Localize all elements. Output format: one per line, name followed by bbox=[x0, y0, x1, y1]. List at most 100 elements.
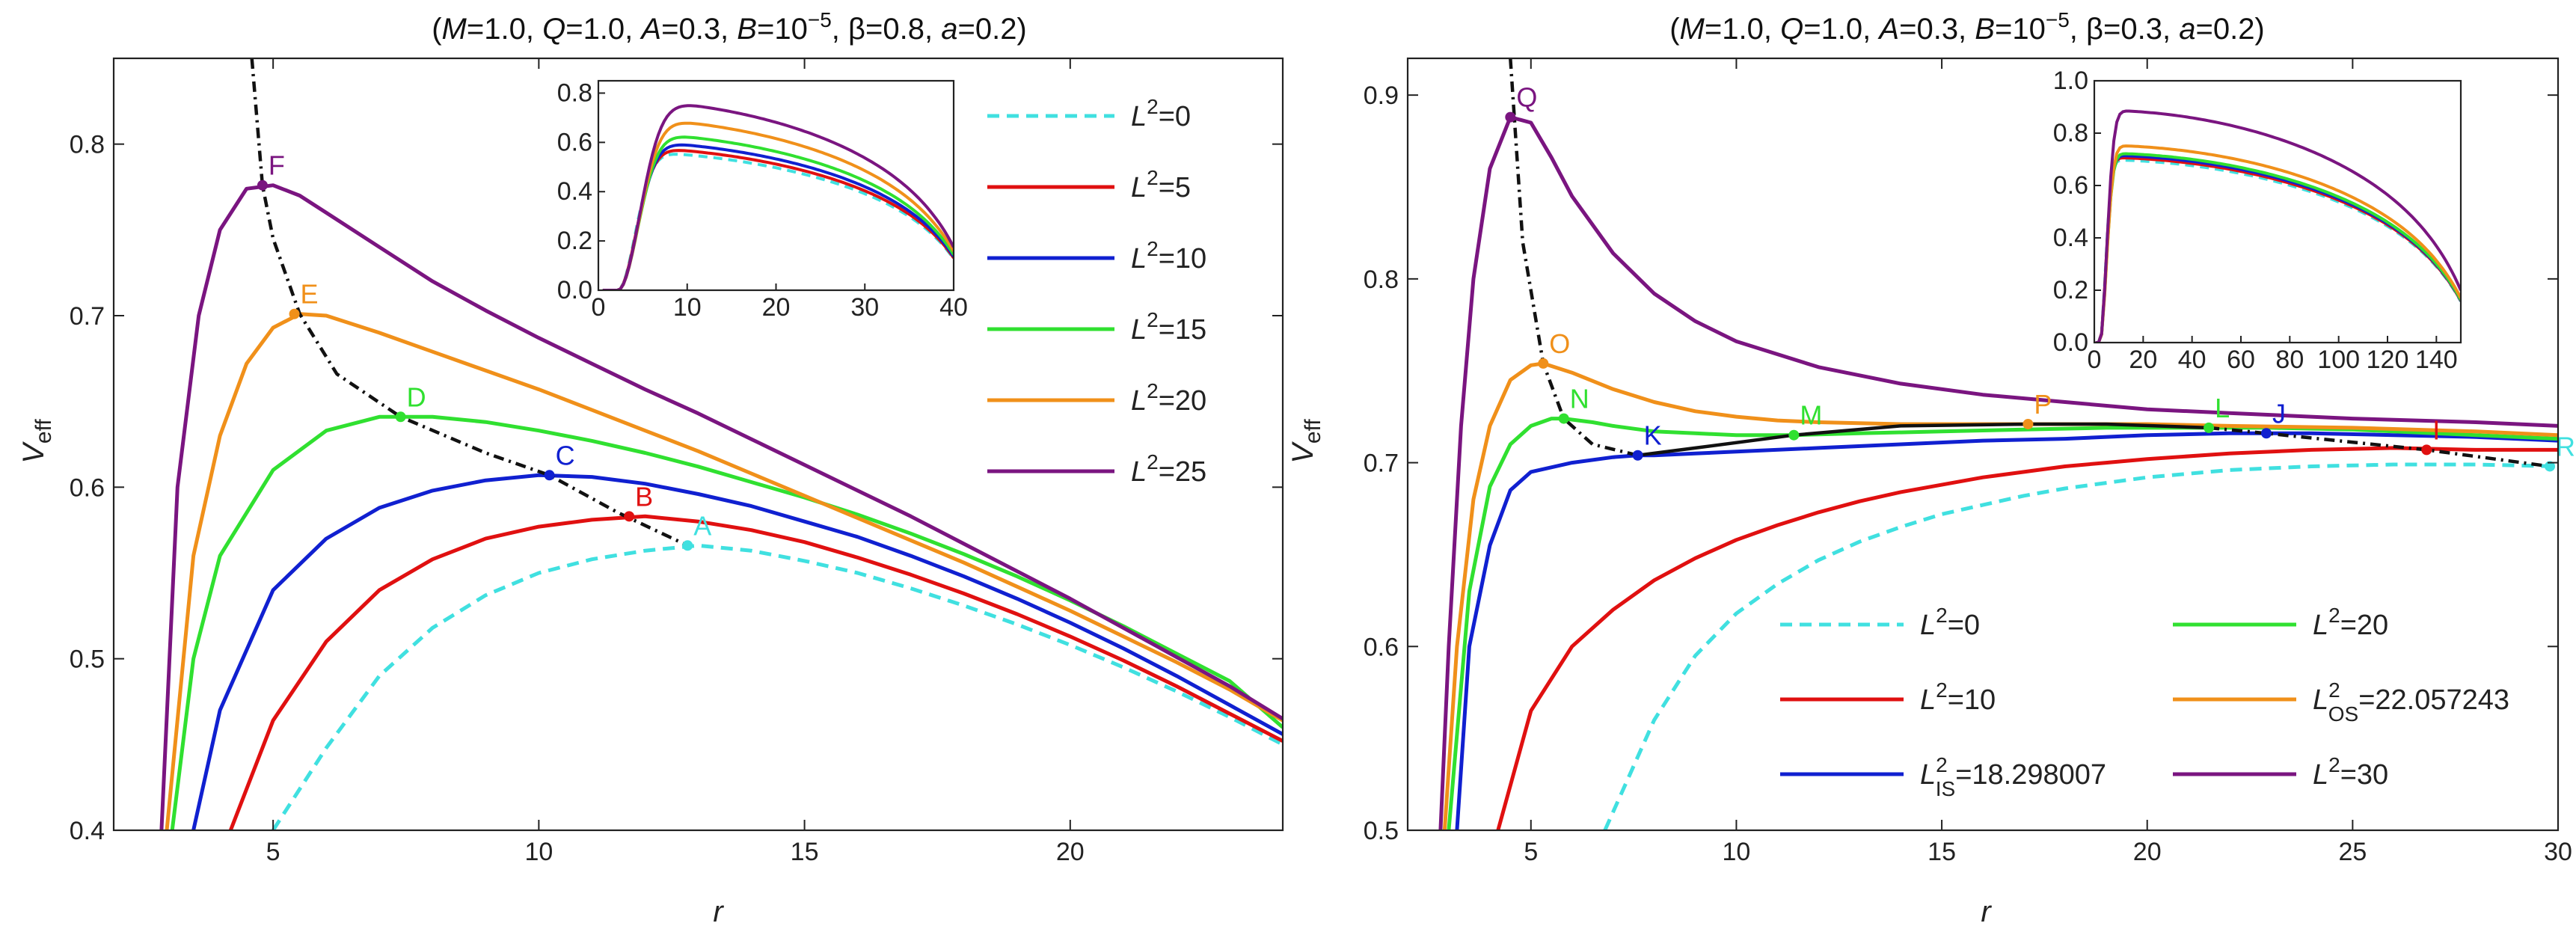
left-panel-points: A B C D E F bbox=[257, 150, 711, 551]
series-line-l2-5 bbox=[228, 514, 1283, 830]
legend-label: L2=10 bbox=[1131, 237, 1206, 275]
point-label-F: F bbox=[269, 150, 285, 181]
point-K bbox=[1632, 450, 1643, 461]
legend-label: L2=10 bbox=[1920, 678, 1996, 716]
right-legend: L2=0 L2=20 L2=10 L2 OS=22.057243 L2 IS=18.2980… bbox=[1780, 604, 2509, 800]
point-I bbox=[2421, 444, 2432, 456]
inset-x-tick-label: 20 bbox=[762, 293, 791, 322]
point-E bbox=[289, 308, 300, 319]
series-line-l2-20 bbox=[1447, 417, 2558, 830]
left-panel-title: (M=1.0, Q=1.0, A=0.3, B=10−5, β=0.8, a=0… bbox=[432, 8, 1027, 46]
point-L bbox=[2204, 422, 2215, 433]
series-line-stable-locus bbox=[1637, 422, 2209, 457]
inset-y-tick-label: 0.0 bbox=[2053, 328, 2088, 357]
point-label-M: M bbox=[1800, 400, 1822, 431]
inset-y-tick-label: 0.2 bbox=[557, 227, 592, 255]
inset-frame bbox=[2093, 79, 2462, 344]
inset-x-tick-label: 100 bbox=[2317, 346, 2360, 374]
right-panel: (M=1.0, Q=1.0, A=0.3, B=10−5, β=0.3, a=0… bbox=[1287, 8, 2575, 928]
series-line-l2-30 bbox=[1438, 115, 2558, 830]
x-tick-label: 5 bbox=[266, 838, 280, 866]
point-label-J: J bbox=[2272, 398, 2286, 429]
point-label-R: R bbox=[2556, 431, 2575, 462]
right-panel-title: (M=1.0, Q=1.0, A=0.3, B=10−5, β=0.3, a=0… bbox=[1669, 8, 2265, 46]
right-y-axis-label: Veff bbox=[1287, 419, 1325, 464]
inset-x-tick-label: 80 bbox=[2275, 346, 2304, 374]
point-label-L: L bbox=[2215, 393, 2230, 423]
series-line-l2os-22-057243 bbox=[1442, 361, 2558, 830]
inset-y-tick-label: 1.0 bbox=[2053, 67, 2088, 95]
inset-x-tick-label: 0 bbox=[592, 293, 606, 322]
inset-x-tick-label: 120 bbox=[2367, 346, 2409, 374]
legend-label: L2=25 bbox=[1131, 450, 1206, 488]
legend-label: L2=5 bbox=[1131, 166, 1191, 203]
y-tick-label: 0.8 bbox=[1364, 266, 1399, 294]
inset-background bbox=[598, 81, 954, 290]
y-tick-label: 0.9 bbox=[1364, 82, 1399, 110]
right-panel-ticks: 5 10 15 20 25 30 0.5 0.6 0.7 0.8 0.9 bbox=[1364, 58, 2572, 866]
inset-x-tick-label: 20 bbox=[2129, 346, 2157, 374]
inset-series-line bbox=[602, 143, 954, 290]
point-label-A: A bbox=[693, 510, 711, 541]
point-label-D: D bbox=[407, 381, 426, 412]
left-x-axis-label: r bbox=[713, 895, 724, 928]
point-J bbox=[2261, 428, 2272, 439]
inset-curves bbox=[2095, 109, 2461, 343]
right-x-axis-label: r bbox=[1981, 895, 1992, 928]
point-label-B: B bbox=[635, 481, 653, 512]
point-N bbox=[1558, 413, 1569, 424]
x-tick-label: 5 bbox=[1524, 838, 1538, 866]
point-label-I: I bbox=[2432, 414, 2440, 445]
x-tick-label: 25 bbox=[2338, 838, 2367, 866]
point-label-Q: Q bbox=[1516, 82, 1537, 113]
inset-series-line bbox=[602, 149, 954, 290]
inset-x-tick-label: 140 bbox=[2415, 346, 2458, 374]
inset-y-tick-label: 0.2 bbox=[2053, 276, 2088, 304]
series-line-unstable-outer-locus bbox=[2208, 426, 2551, 468]
right-panel-points: K J M N L O P Q I R bbox=[1505, 82, 2575, 472]
left-panel: (M=1.0, Q=1.0, A=0.3, B=10−5, β=0.8, a=0… bbox=[17, 8, 1284, 928]
x-tick-label: 10 bbox=[1723, 838, 1751, 866]
right-panel-curves bbox=[1438, 58, 2558, 830]
x-tick-label: 10 bbox=[524, 838, 553, 866]
series-line-l2-20 bbox=[165, 312, 1283, 830]
x-tick-label: 20 bbox=[2133, 838, 2162, 866]
point-label-C: C bbox=[556, 440, 575, 470]
legend-label: L2=20 bbox=[1131, 379, 1206, 417]
left-legend: L2=0 L2=5 L2=10 L2=15 L2=20 L2=25 bbox=[987, 95, 1206, 488]
y-tick-label: 0.5 bbox=[70, 646, 105, 674]
inset-y-tick-label: 0.6 bbox=[557, 128, 592, 156]
y-tick-label: 0.4 bbox=[70, 817, 105, 845]
y-tick-label: 0.6 bbox=[70, 473, 105, 502]
legend-label: L2=0 bbox=[1920, 604, 1980, 641]
inset-series-line bbox=[602, 104, 954, 290]
right-plot-frame bbox=[1406, 57, 2560, 832]
inset-y-tick-label: 0.8 bbox=[557, 79, 592, 107]
legend-label: L2=20 bbox=[2313, 604, 2388, 641]
legend-label: L2 IS=18.298007 bbox=[1920, 753, 2106, 800]
left-y-axis-label: Veff bbox=[17, 419, 56, 464]
inset-y-tick-label: 0.4 bbox=[557, 177, 592, 206]
inset-y-tick-label: 0.4 bbox=[2053, 224, 2088, 252]
series-line-extremum-locus bbox=[250, 58, 689, 548]
legend-label: L2 OS=22.057243 bbox=[2313, 678, 2509, 726]
point-P bbox=[2023, 418, 2034, 429]
inset-series-line bbox=[2095, 144, 2461, 343]
x-tick-label: 30 bbox=[2544, 838, 2572, 866]
point-B bbox=[624, 511, 635, 522]
series-line-l2-0 bbox=[271, 543, 1283, 830]
inset-x-tick-label: 30 bbox=[850, 293, 879, 322]
point-O bbox=[1538, 358, 1549, 369]
inset-x-tick-label: 0 bbox=[2088, 346, 2102, 374]
series-line-l2-0 bbox=[1603, 462, 2558, 830]
x-tick-label: 20 bbox=[1056, 838, 1085, 866]
legend-label: L2=0 bbox=[1131, 95, 1191, 132]
inset-x-tick-label: 60 bbox=[2227, 346, 2255, 374]
inset-curves bbox=[602, 104, 954, 290]
inset-x-tick-label: 40 bbox=[939, 293, 968, 322]
point-Q bbox=[1505, 111, 1516, 123]
left-inset: 0 10 20 30 40 0.0 0.2 0.4 0.6 0.8 bbox=[557, 79, 968, 322]
x-tick-label: 15 bbox=[1928, 838, 1956, 866]
series-line-l2-25 bbox=[159, 183, 1283, 830]
